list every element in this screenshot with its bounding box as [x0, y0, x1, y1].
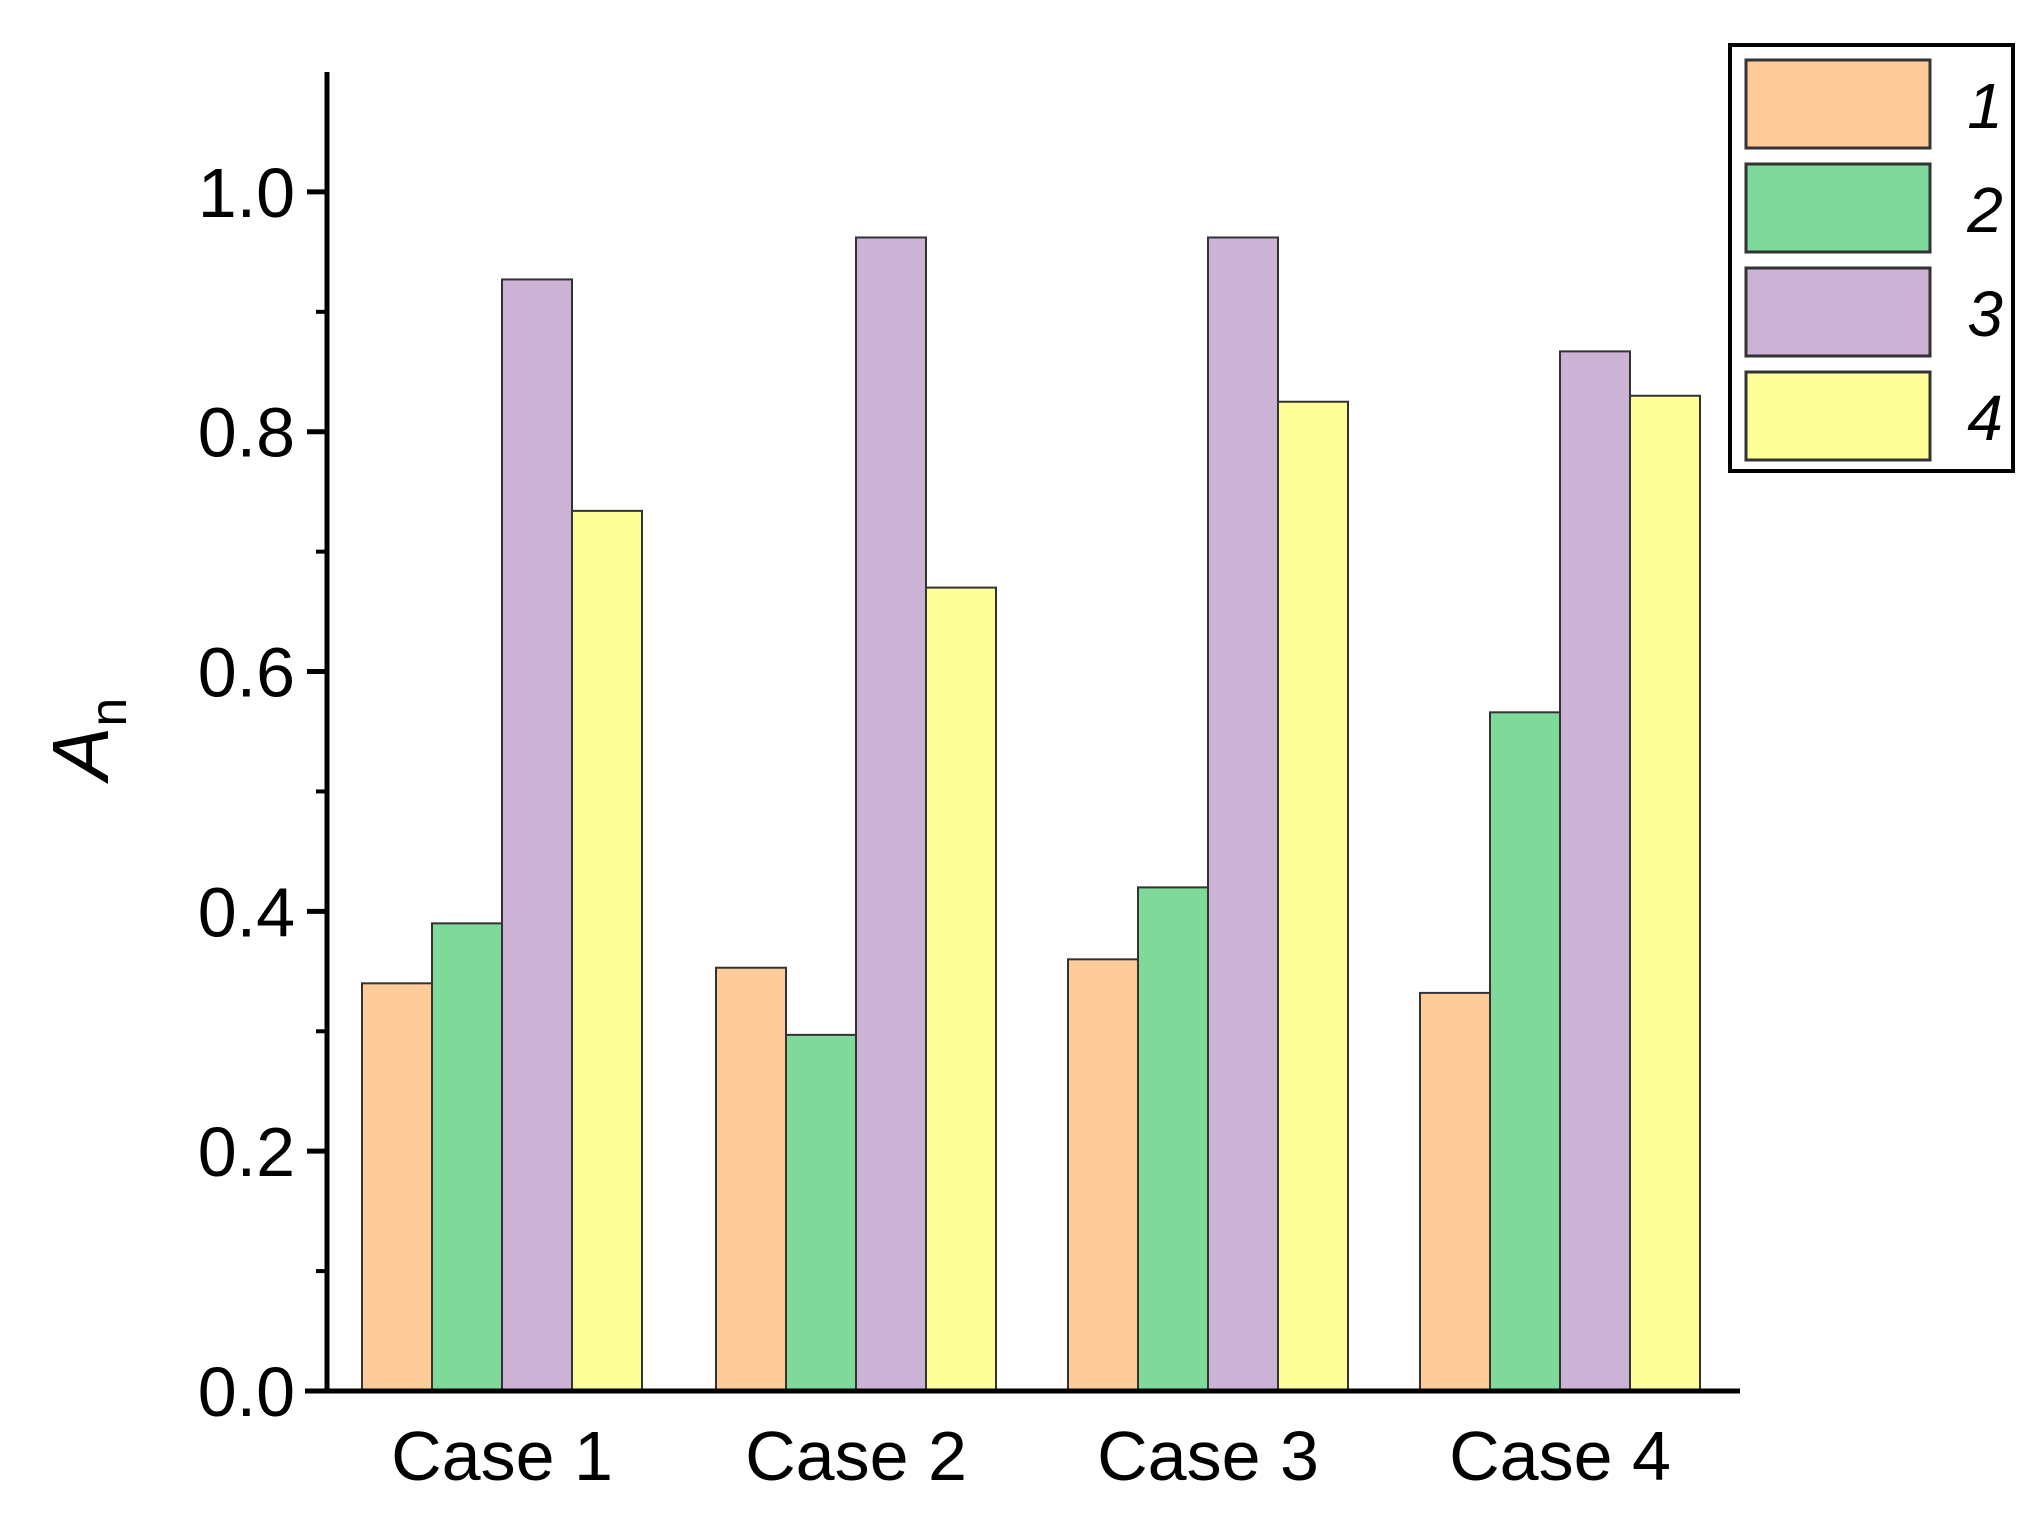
y-axis-label-subscript: n [80, 698, 138, 727]
y-tick-label: 0.2 [198, 1113, 295, 1191]
bar-case-4-series-4 [1629, 394, 1701, 1393]
y-axis-label: An [36, 698, 138, 784]
x-category-label: Case 2 [745, 1417, 967, 1495]
legend-swatch-2 [1744, 162, 1932, 254]
bar-case-2-series-3 [855, 236, 927, 1393]
y-axis-label-main: A [36, 727, 125, 784]
y-tick-label: 0.8 [198, 394, 295, 472]
bar-case-1-series-1 [361, 982, 433, 1392]
bar-case-4-series-2 [1489, 711, 1561, 1392]
bar-case-1-series-2 [431, 922, 503, 1392]
x-labels-layer: Case 1 Case 2 Case 3 Case 4 [391, 1417, 1671, 1495]
bar-case-3-series-2 [1137, 886, 1209, 1393]
bars-layer [361, 236, 1701, 1393]
axes-layer [305, 72, 1740, 1394]
x-category-label: Case 1 [391, 1417, 613, 1495]
legend-swatch-1 [1744, 58, 1932, 150]
y-tick-label: 0.6 [198, 634, 295, 712]
y-tick-label: 0.0 [198, 1353, 295, 1431]
bar-case-2-series-4 [925, 586, 997, 1392]
bar-case-3-series-3 [1207, 236, 1279, 1393]
bar-case-1-series-4 [571, 509, 643, 1393]
legend-label-1: 1 [1967, 70, 2003, 142]
y-ticks-layer: 0.0 0.2 0.4 0.6 0.8 1.0 [198, 154, 327, 1431]
legend: 1 2 3 4 [1728, 43, 2015, 473]
y-tick-label: 0.4 [198, 873, 295, 951]
y-tick-label: 1.0 [198, 154, 295, 232]
legend-swatch-4 [1744, 370, 1932, 462]
legend-label-2: 2 [1966, 174, 2003, 246]
x-category-label: Case 4 [1449, 1417, 1671, 1495]
legend-label-4: 4 [1967, 382, 2003, 454]
bar-case-1-series-3 [501, 278, 573, 1392]
bar-case-3-series-1 [1067, 958, 1139, 1392]
bar-case-3-series-4 [1277, 400, 1349, 1392]
x-category-label: Case 3 [1097, 1417, 1319, 1495]
bar-case-2-series-2 [785, 1033, 857, 1392]
bar-case-4-series-3 [1559, 350, 1631, 1392]
bar-case-2-series-1 [715, 966, 787, 1392]
legend-swatch-3 [1744, 266, 1932, 358]
legend-label-3: 3 [1967, 278, 2003, 350]
bar-case-4-series-1 [1419, 991, 1491, 1392]
